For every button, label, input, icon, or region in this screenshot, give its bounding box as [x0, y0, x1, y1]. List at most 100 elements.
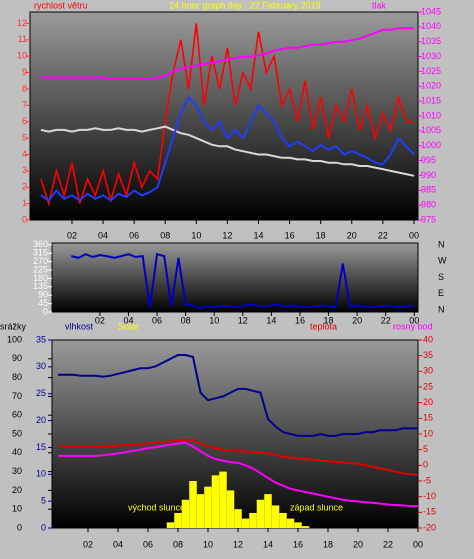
y3-axis-label: vlhkost — [65, 321, 94, 331]
compass-label: N — [438, 239, 445, 249]
compass-label: E — [438, 288, 444, 298]
x-tick-label: 04 — [98, 230, 108, 240]
x-tick-label: 22 — [383, 539, 393, 549]
y-tick-label: -5 — [423, 475, 431, 485]
y-tick-label: 20 — [36, 415, 46, 425]
x-tick-label: 16 — [293, 539, 303, 549]
y-tick-label: 0 — [17, 522, 22, 532]
y-tick-label: 25 — [423, 381, 433, 391]
annotation: východ slunce — [128, 502, 185, 512]
y-tick-label: 35 — [36, 334, 46, 344]
y-tick-label: 25 — [36, 388, 46, 398]
y-tick-label: 8 — [22, 83, 27, 93]
x-tick-label: 16 — [285, 230, 295, 240]
y-tick-label: 10 — [17, 51, 27, 61]
series-line — [71, 252, 415, 310]
bar — [294, 522, 302, 528]
bar — [264, 494, 272, 528]
y-tick-label: 2 — [22, 182, 27, 192]
y-tick-label: 990 — [421, 170, 436, 180]
plot-area — [51, 339, 419, 529]
y-tick-label: -20 — [423, 522, 436, 532]
x-tick-label: 16 — [295, 315, 305, 325]
x-tick-label: 00 — [413, 539, 423, 549]
y-tick-label: 0 — [43, 306, 48, 316]
y2-axis-label: teplota — [310, 321, 337, 331]
bar — [279, 512, 287, 528]
bar — [249, 512, 257, 528]
bar — [256, 499, 265, 528]
y-tick-label: 15 — [423, 413, 433, 423]
y-tick-label: 5 — [22, 132, 27, 142]
y-tick-label: 70 — [12, 391, 22, 401]
y-tick-label: 60 — [12, 410, 22, 420]
y-tick-label: 270 — [33, 256, 48, 266]
y2-axis-label: tlak — [372, 0, 387, 10]
y-tick-label: 80 — [12, 372, 22, 382]
y-tick-label: 135 — [33, 281, 48, 291]
y-tick-label: 1010 — [421, 110, 441, 120]
y-axis-label: rychlost větru — [34, 0, 88, 10]
y-tick-label: 315 — [33, 248, 48, 258]
y-tick-label: 0 — [423, 460, 428, 470]
y-tick-label: -15 — [423, 507, 436, 517]
x-tick-label: 08 — [181, 315, 191, 325]
bar — [166, 522, 175, 528]
solar-label: Solar — [118, 321, 139, 331]
y-tick-label: 980 — [421, 200, 436, 210]
y-tick-label: 12 — [17, 18, 27, 28]
x-tick-label: 12 — [238, 315, 248, 325]
annotation: západ slunce — [290, 502, 343, 512]
bar — [174, 512, 182, 528]
plot-area — [29, 11, 419, 221]
y-tick-label: 40 — [423, 334, 433, 344]
y-tick-label: 35 — [423, 350, 433, 360]
x-tick-label: 20 — [347, 230, 357, 240]
y-tick-label: 30 — [36, 361, 46, 371]
y-tick-label: 30 — [423, 366, 433, 376]
x-tick-label: 22 — [378, 230, 388, 240]
chart-title: 24 hour graph day : 22 February 2019 — [169, 0, 321, 10]
y-tick-label: 45 — [38, 298, 48, 308]
y-tick-label: -10 — [423, 491, 436, 501]
y-tick-label: 1045 — [421, 6, 441, 16]
y-axis-label: srážky — [0, 321, 27, 331]
x-tick-label: 12 — [233, 539, 243, 549]
y-tick-label: 10 — [36, 469, 46, 479]
x-tick-label: 04 — [123, 315, 133, 325]
series-line — [58, 438, 419, 476]
x-tick-label: 02 — [67, 230, 77, 240]
y-tick-label: 50 — [12, 428, 22, 438]
bar — [286, 518, 295, 528]
y-tick-label: 995 — [421, 155, 436, 165]
x-tick-label: 06 — [143, 539, 153, 549]
x-tick-label: 22 — [381, 315, 391, 325]
y-tick-label: 1025 — [421, 66, 441, 76]
x-tick-label: 20 — [353, 539, 363, 549]
x-tick-label: 10 — [191, 230, 201, 240]
bar — [211, 475, 220, 528]
x-tick-label: 18 — [324, 315, 334, 325]
y-tick-label: 6 — [22, 116, 27, 126]
y-tick-label: 4 — [22, 149, 27, 159]
series-line — [40, 95, 415, 202]
y-tick-label: 1 — [22, 198, 27, 208]
y-tick-label: 30 — [12, 466, 22, 476]
y-tick-label: 985 — [421, 185, 436, 195]
y-tick-label: 100 — [7, 334, 22, 344]
x-tick-label: 18 — [316, 230, 326, 240]
x-tick-label: 00 — [409, 230, 419, 240]
x-tick-label: 06 — [152, 315, 162, 325]
y-tick-label: 3 — [22, 165, 27, 175]
y-tick-label: 1005 — [421, 125, 441, 135]
bar — [226, 490, 235, 528]
y-tick-label: 90 — [38, 290, 48, 300]
y-tick-label: 975 — [421, 214, 436, 224]
y-tick-label: 90 — [12, 353, 22, 363]
compass-label: W — [438, 256, 447, 266]
y-tick-label: 180 — [33, 273, 48, 283]
series-line — [58, 441, 418, 508]
x-tick-label: 02 — [83, 539, 93, 549]
y-tick-label: 9 — [22, 67, 27, 77]
